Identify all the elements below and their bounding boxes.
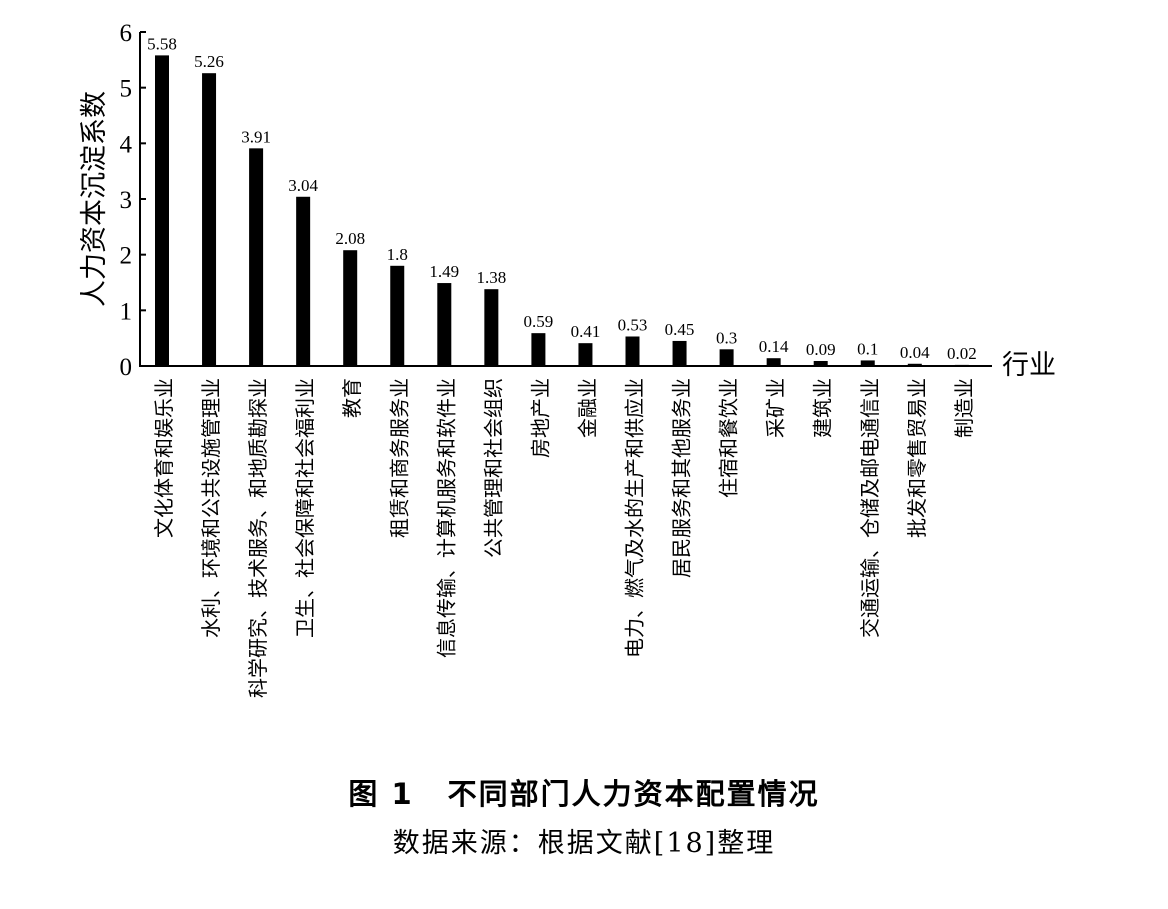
bar-value-label: 0.1 xyxy=(857,339,878,358)
bar-value-label: 5.26 xyxy=(194,52,224,71)
chart-value-labels: 5.58 5.26 3.91 3.04 2.08 1.8 1.49 1.38 0.59 0.41 0… xyxy=(147,34,977,363)
bar xyxy=(578,343,593,366)
bar xyxy=(672,340,687,366)
bar xyxy=(766,358,781,366)
category-label: 租赁和商务服务业 xyxy=(387,378,411,538)
y-tick-label: 6 xyxy=(120,20,133,47)
bar xyxy=(860,360,875,366)
bar-value-label: 1.49 xyxy=(429,262,459,281)
x-axis-title: 行业 xyxy=(1002,350,1056,381)
bar-value-label: 0.04 xyxy=(900,343,930,362)
bar-value-label: 2.08 xyxy=(335,229,365,248)
bar xyxy=(907,363,922,366)
category-label: 批发和零售贸易业 xyxy=(905,378,929,538)
bar xyxy=(202,73,217,367)
y-tick-label: 0 xyxy=(120,354,133,381)
y-axis-title: 人力资本沉淀系数 xyxy=(79,91,110,307)
bar xyxy=(390,265,405,366)
bar xyxy=(625,336,640,366)
y-tick-label: 2 xyxy=(120,243,133,270)
y-tick-label: 3 xyxy=(120,187,133,214)
category-label: 教育 xyxy=(340,378,364,418)
bar xyxy=(484,289,499,366)
bar xyxy=(954,364,969,366)
chart-bars xyxy=(155,55,969,367)
figure-source: 数据来源：根据文献[18]整理 xyxy=(392,828,776,859)
category-label: 建筑业 xyxy=(811,378,835,438)
bar-value-label: 0.59 xyxy=(524,312,554,331)
bar xyxy=(531,333,546,366)
category-label: 交通运输、仓储及邮电通信业 xyxy=(858,378,882,638)
bar xyxy=(719,349,734,366)
bar-value-label: 0.3 xyxy=(716,328,737,347)
bar-value-label: 0.41 xyxy=(571,322,601,341)
bar xyxy=(437,283,452,366)
category-label: 居民服务和其他服务业 xyxy=(670,378,694,578)
category-label: 住宿和餐饮业 xyxy=(717,378,741,498)
bar-value-label: 3.04 xyxy=(288,176,318,195)
bar-value-label: 1.8 xyxy=(387,245,408,264)
figure-title: 不同部门人力资本配置情况 xyxy=(447,777,820,811)
bar-value-label: 0.45 xyxy=(665,320,695,339)
category-label: 金融业 xyxy=(575,378,599,438)
figure-label: 图 1 xyxy=(348,777,414,811)
bar xyxy=(813,360,828,366)
bar xyxy=(343,250,358,366)
category-label: 水利、环境和公共设施管理业 xyxy=(199,378,223,638)
category-label: 卫生、社会保障和社会福利业 xyxy=(293,378,317,638)
bar-value-label: 0.09 xyxy=(806,340,836,359)
bar xyxy=(155,55,169,366)
figure-caption: 图 1 不同部门人力资本配置情况 数据来源：根据文献[18]整理 xyxy=(0,772,1168,864)
category-label: 科学研究、技术服务、和地质勘探业 xyxy=(246,378,270,698)
bar-value-label: 0.14 xyxy=(759,337,789,356)
category-label: 电力、燃气及水的生产和供应业 xyxy=(623,378,647,658)
bar xyxy=(296,196,311,366)
chart-category-labels: 文化体育和娱乐业 水利、环境和公共设施管理业 科学研究、技术服务、和地质勘探业 卫生、… xyxy=(152,378,976,698)
bar xyxy=(249,148,264,366)
bar-value-label: 3.91 xyxy=(241,127,271,146)
y-tick-label: 5 xyxy=(120,76,133,103)
category-label: 房地产业 xyxy=(528,378,552,458)
bar-value-label: 0.02 xyxy=(947,344,977,363)
figure-title-line: 图 1 不同部门人力资本配置情况 xyxy=(0,772,1168,816)
bar-value-label: 5.58 xyxy=(147,34,177,53)
bar-value-label: 1.38 xyxy=(476,268,506,287)
category-label: 文化体育和娱乐业 xyxy=(152,378,176,538)
y-tick-label: 1 xyxy=(120,298,133,325)
category-label: 制造业 xyxy=(952,378,976,438)
bar-value-label: 0.53 xyxy=(618,315,648,334)
y-tick-label: 4 xyxy=(120,131,133,158)
category-label: 公共管理和社会组织 xyxy=(481,378,505,558)
category-label: 信息传输、计算机服务和软件业 xyxy=(434,378,458,658)
category-label: 采矿业 xyxy=(764,378,788,438)
